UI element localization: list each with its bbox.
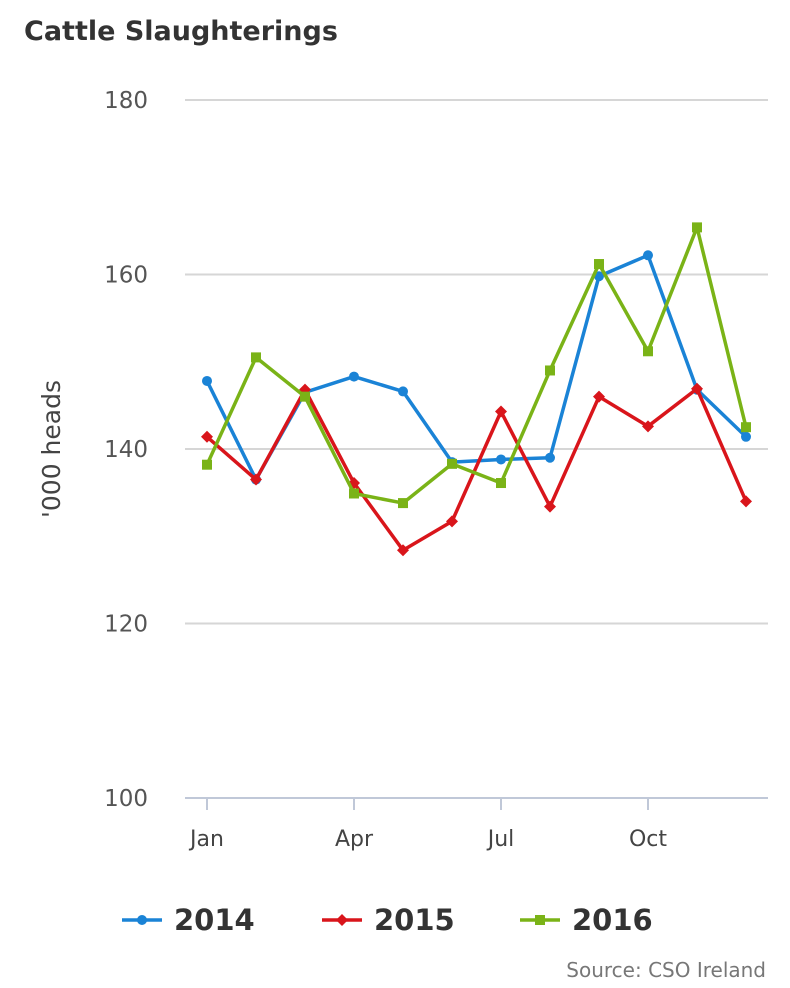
legend-label-2015: 2015: [374, 903, 455, 937]
data-point-2015: [691, 382, 703, 395]
x-tick-label: Apr: [335, 827, 374, 852]
data-point-2016: [692, 222, 702, 233]
data-point-2016: [300, 391, 310, 402]
data-point-2016: [202, 459, 212, 470]
data-point-2016: [741, 422, 751, 433]
data-point-2016: [398, 498, 408, 509]
legend-marker-2014: [137, 915, 147, 925]
data-point-2016: [594, 259, 604, 270]
data-point-2014: [741, 431, 751, 442]
legend-marker-2016: [535, 915, 545, 925]
data-point-2014: [545, 452, 555, 463]
legend-label-2014: 2014: [174, 903, 255, 937]
data-point-2014: [349, 371, 359, 382]
data-point-2016: [349, 488, 359, 499]
data-point-2015: [446, 515, 458, 528]
data-point-2016: [643, 346, 653, 357]
chart-title: Cattle Slaughterings: [24, 16, 338, 47]
x-tick-label: Oct: [629, 827, 667, 852]
y-tick-label: 100: [104, 786, 148, 812]
y-tick-label: 160: [104, 263, 148, 289]
data-point-2015: [544, 500, 556, 513]
series-line-2014: [205, 253, 748, 482]
data-point-2014: [202, 375, 212, 386]
y-tick-label: 180: [104, 88, 148, 114]
y-axis-label: '000 heads: [37, 380, 66, 518]
data-point-2014: [398, 386, 408, 397]
data-point-2016: [447, 458, 457, 469]
data-point-2015: [397, 544, 409, 557]
data-point-2016: [251, 352, 261, 363]
y-tick-label: 140: [104, 437, 148, 463]
series-line-2016: [205, 225, 748, 505]
data-point-2014: [643, 250, 653, 261]
data-point-2015: [495, 405, 507, 418]
data-point-2015: [740, 495, 752, 508]
legend-marker-2015: [336, 914, 348, 926]
data-point-2014: [496, 454, 506, 465]
x-tick-label: Jul: [486, 827, 515, 852]
data-point-2014: [594, 271, 604, 282]
data-point-2015: [201, 430, 213, 443]
data-point-2015: [642, 420, 654, 433]
y-tick-label: 120: [104, 612, 148, 638]
source-credit: Source: CSO Ireland: [566, 958, 766, 982]
x-tick-label: Jan: [188, 827, 224, 852]
data-point-2015: [593, 390, 605, 403]
legend-label-2016: 2016: [572, 903, 653, 937]
data-point-2015: [250, 473, 262, 486]
data-point-2016: [496, 478, 506, 489]
data-point-2016: [545, 365, 555, 376]
series-line-2015: [205, 387, 748, 552]
